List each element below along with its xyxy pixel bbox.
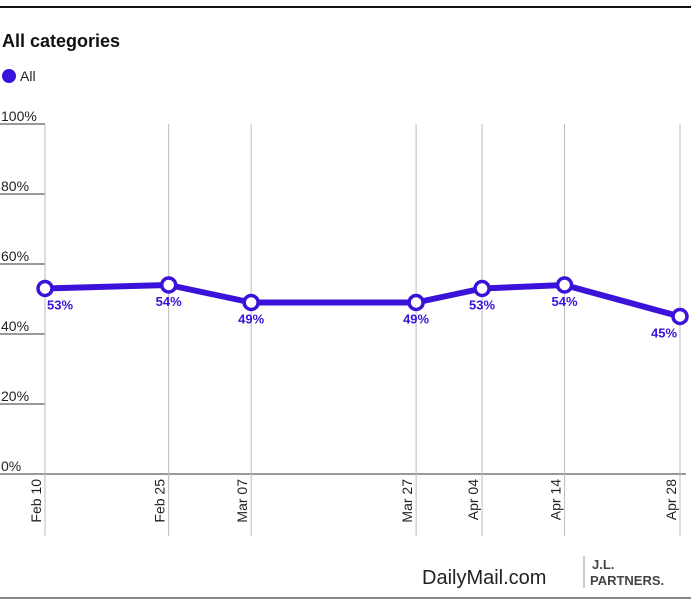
- y-tick-label: 60%: [1, 248, 29, 264]
- data-label: 49%: [403, 312, 429, 327]
- legend-label: All: [20, 68, 36, 84]
- y-tick-label: 40%: [1, 318, 29, 334]
- point: [473, 279, 491, 298]
- x-tick-label: Mar 07: [234, 479, 250, 523]
- chart-title: All categories: [2, 31, 120, 51]
- x-tick-label: Feb 10: [28, 479, 44, 523]
- point: [36, 279, 54, 298]
- line: [44, 282, 681, 320]
- x-tick-label: Apr 14: [548, 479, 564, 520]
- y-tick-label: 20%: [1, 388, 29, 404]
- x-tick-label: Feb 25: [152, 479, 168, 523]
- y-tick-label: 80%: [1, 178, 29, 194]
- data-label: 49%: [238, 312, 264, 327]
- data-label: 53%: [47, 298, 73, 313]
- x-tick-label: Apr 04: [465, 479, 481, 520]
- data-label: 54%: [156, 294, 182, 309]
- legend-swatch: [2, 69, 16, 83]
- x-tick-label: Apr 28: [663, 479, 679, 520]
- point: [407, 293, 425, 312]
- y-tick-label: 100%: [1, 108, 37, 124]
- data-label: 54%: [552, 294, 578, 309]
- brand-logo: DailyMail.com: [422, 567, 546, 589]
- point: [671, 307, 689, 326]
- point: [159, 276, 178, 294]
- point: [242, 293, 260, 312]
- data-label: 45%: [651, 326, 677, 341]
- partner-logo: J.L.: [592, 557, 614, 572]
- point: [555, 276, 574, 294]
- partner-logo: PARTNERS.: [590, 573, 664, 588]
- y-tick-label: 0%: [1, 458, 21, 474]
- data-label: 53%: [469, 298, 495, 313]
- x-tick-label: Mar 27: [399, 479, 415, 523]
